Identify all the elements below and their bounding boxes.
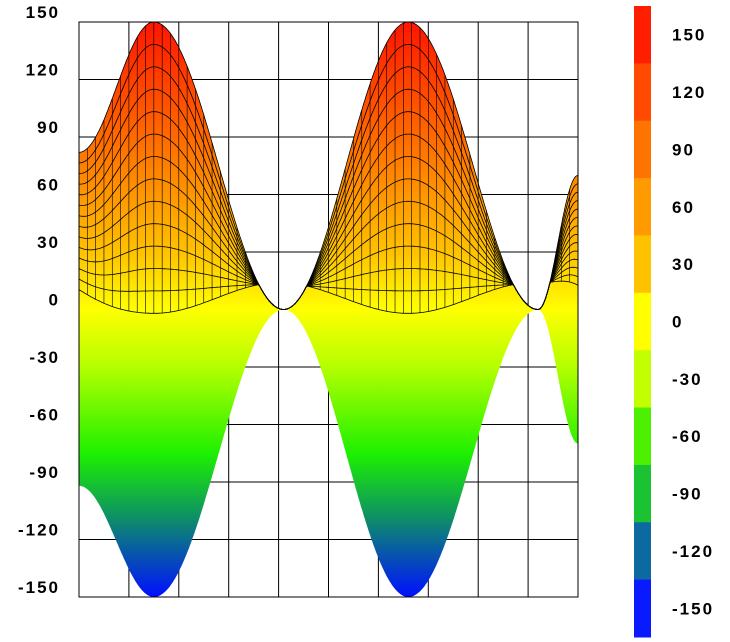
colorbar-label: 0 (672, 313, 683, 332)
plot-frame (78, 21, 579, 598)
y-tick-label: -60 (29, 406, 60, 425)
y-tick-label: 90 (37, 118, 60, 137)
colorbar-label: -150 (672, 599, 714, 618)
y-tick-label: 60 (37, 176, 60, 195)
colorbar-label: -120 (672, 542, 714, 561)
y-tick-label: -90 (29, 463, 60, 482)
colorbar-band (634, 407, 651, 466)
y-tick-label: -120 (18, 521, 60, 540)
y-tick-label: 0 (49, 291, 60, 310)
colorbar-band (634, 63, 651, 122)
y-axis-ticks: 150 120 90 60 30 0 -30 -60 -90 -120 -150 (18, 3, 60, 597)
colorbar-label: -60 (672, 427, 703, 446)
colorbar (634, 6, 651, 638)
colorbar-band (634, 350, 651, 409)
colorbar-band (634, 292, 651, 351)
colorbar-band (634, 120, 651, 179)
y-tick-label: 120 (26, 61, 60, 80)
colorbar-band (634, 579, 651, 638)
colorbar-band (634, 235, 651, 294)
y-tick-label: -30 (29, 348, 60, 367)
colorbar-band (634, 464, 651, 523)
colorbar-label: -90 (672, 485, 703, 504)
colorbar-label: 90 (672, 140, 695, 159)
colorbar-band (634, 522, 651, 581)
y-tick-label: 150 (26, 3, 60, 22)
surface-mesh (78, 21, 579, 314)
colorbar-label: 120 (672, 83, 706, 102)
colorbar-label: 30 (672, 255, 695, 274)
y-tick-label: 30 (37, 233, 60, 252)
colorbar-label: 60 (672, 198, 695, 217)
colorbar-band (634, 6, 651, 64)
colorbar-ticks: 150 120 90 60 30 0 -30 -60 -90 -120 -150 (672, 26, 714, 619)
colorbar-band (634, 178, 651, 236)
colorbar-label: 150 (672, 26, 706, 45)
y-tick-label: -150 (18, 578, 60, 597)
colorbar-label: -30 (672, 370, 703, 389)
